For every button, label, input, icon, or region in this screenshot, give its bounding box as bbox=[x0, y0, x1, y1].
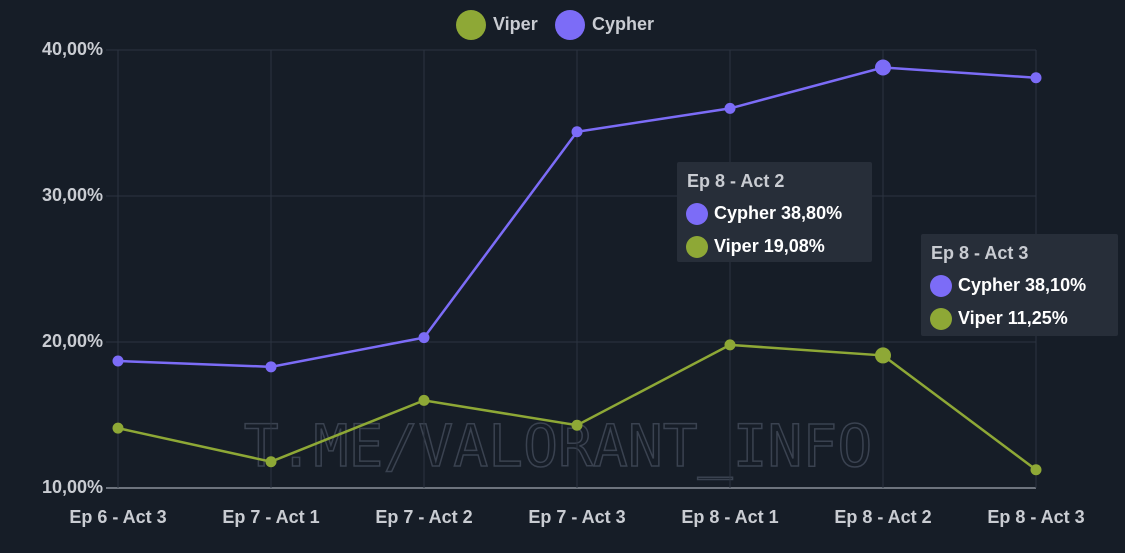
x-tick-label: Ep 8 - Act 1 bbox=[681, 507, 778, 527]
legend-label: Cypher bbox=[592, 14, 654, 34]
data-point bbox=[875, 347, 891, 364]
tooltip-series-name: Viper bbox=[958, 308, 1003, 328]
data-point bbox=[265, 456, 277, 468]
data-point bbox=[265, 361, 277, 373]
tooltip-entry: Viper 11,25% bbox=[958, 308, 1068, 328]
tooltip-title: Ep 8 - Act 3 bbox=[931, 243, 1028, 263]
tooltip-value: 11,25% bbox=[1008, 308, 1068, 328]
y-tick-label: 20,00% bbox=[42, 331, 103, 351]
y-tick-label: 30,00% bbox=[42, 185, 103, 205]
x-tick-label: Ep 7 - Act 1 bbox=[222, 507, 319, 527]
x-tick-label: Ep 6 - Act 3 bbox=[69, 507, 166, 527]
tooltip-entry: Cypher 38,80% bbox=[714, 203, 842, 223]
x-tick-label: Ep 8 - Act 2 bbox=[834, 507, 931, 527]
data-point bbox=[112, 355, 124, 367]
data-point bbox=[724, 102, 736, 114]
legend-label: Viper bbox=[493, 14, 538, 34]
tooltip-marker bbox=[686, 203, 708, 225]
y-tick-label: 40,00% bbox=[42, 39, 103, 59]
data-point bbox=[112, 422, 124, 434]
tooltip-series-name: Viper bbox=[714, 236, 759, 256]
tooltip-value: 19,08% bbox=[764, 236, 825, 256]
data-point bbox=[418, 332, 430, 344]
x-tick-label: Ep 7 - Act 3 bbox=[528, 507, 625, 527]
x-tick-label: Ep 8 - Act 3 bbox=[987, 507, 1084, 527]
data-point bbox=[875, 59, 891, 76]
tooltip-entry: Cypher 38,10% bbox=[958, 275, 1086, 295]
x-tick-label: Ep 7 - Act 2 bbox=[375, 507, 472, 527]
data-point bbox=[571, 419, 583, 431]
tooltip-marker bbox=[686, 236, 708, 258]
y-tick-label: 10,00% bbox=[42, 477, 103, 497]
tooltip-entry: Viper 19,08% bbox=[714, 236, 825, 256]
legend-marker bbox=[456, 10, 486, 40]
data-point bbox=[1030, 72, 1042, 84]
data-point bbox=[418, 394, 430, 406]
tooltip-box bbox=[921, 234, 1118, 336]
tooltip-series-name: Cypher bbox=[958, 275, 1020, 295]
data-point bbox=[724, 339, 736, 351]
tooltip-marker bbox=[930, 275, 952, 297]
data-point bbox=[1030, 464, 1042, 476]
legend-marker bbox=[555, 10, 585, 40]
tooltip-marker bbox=[930, 308, 952, 330]
tooltip-box bbox=[677, 162, 872, 262]
tooltip-series-name: Cypher bbox=[714, 203, 776, 223]
data-point bbox=[571, 126, 583, 138]
tooltip-value: 38,80% bbox=[781, 203, 842, 223]
tooltip-value: 38,10% bbox=[1025, 275, 1086, 295]
tooltip-title: Ep 8 - Act 2 bbox=[687, 171, 784, 191]
